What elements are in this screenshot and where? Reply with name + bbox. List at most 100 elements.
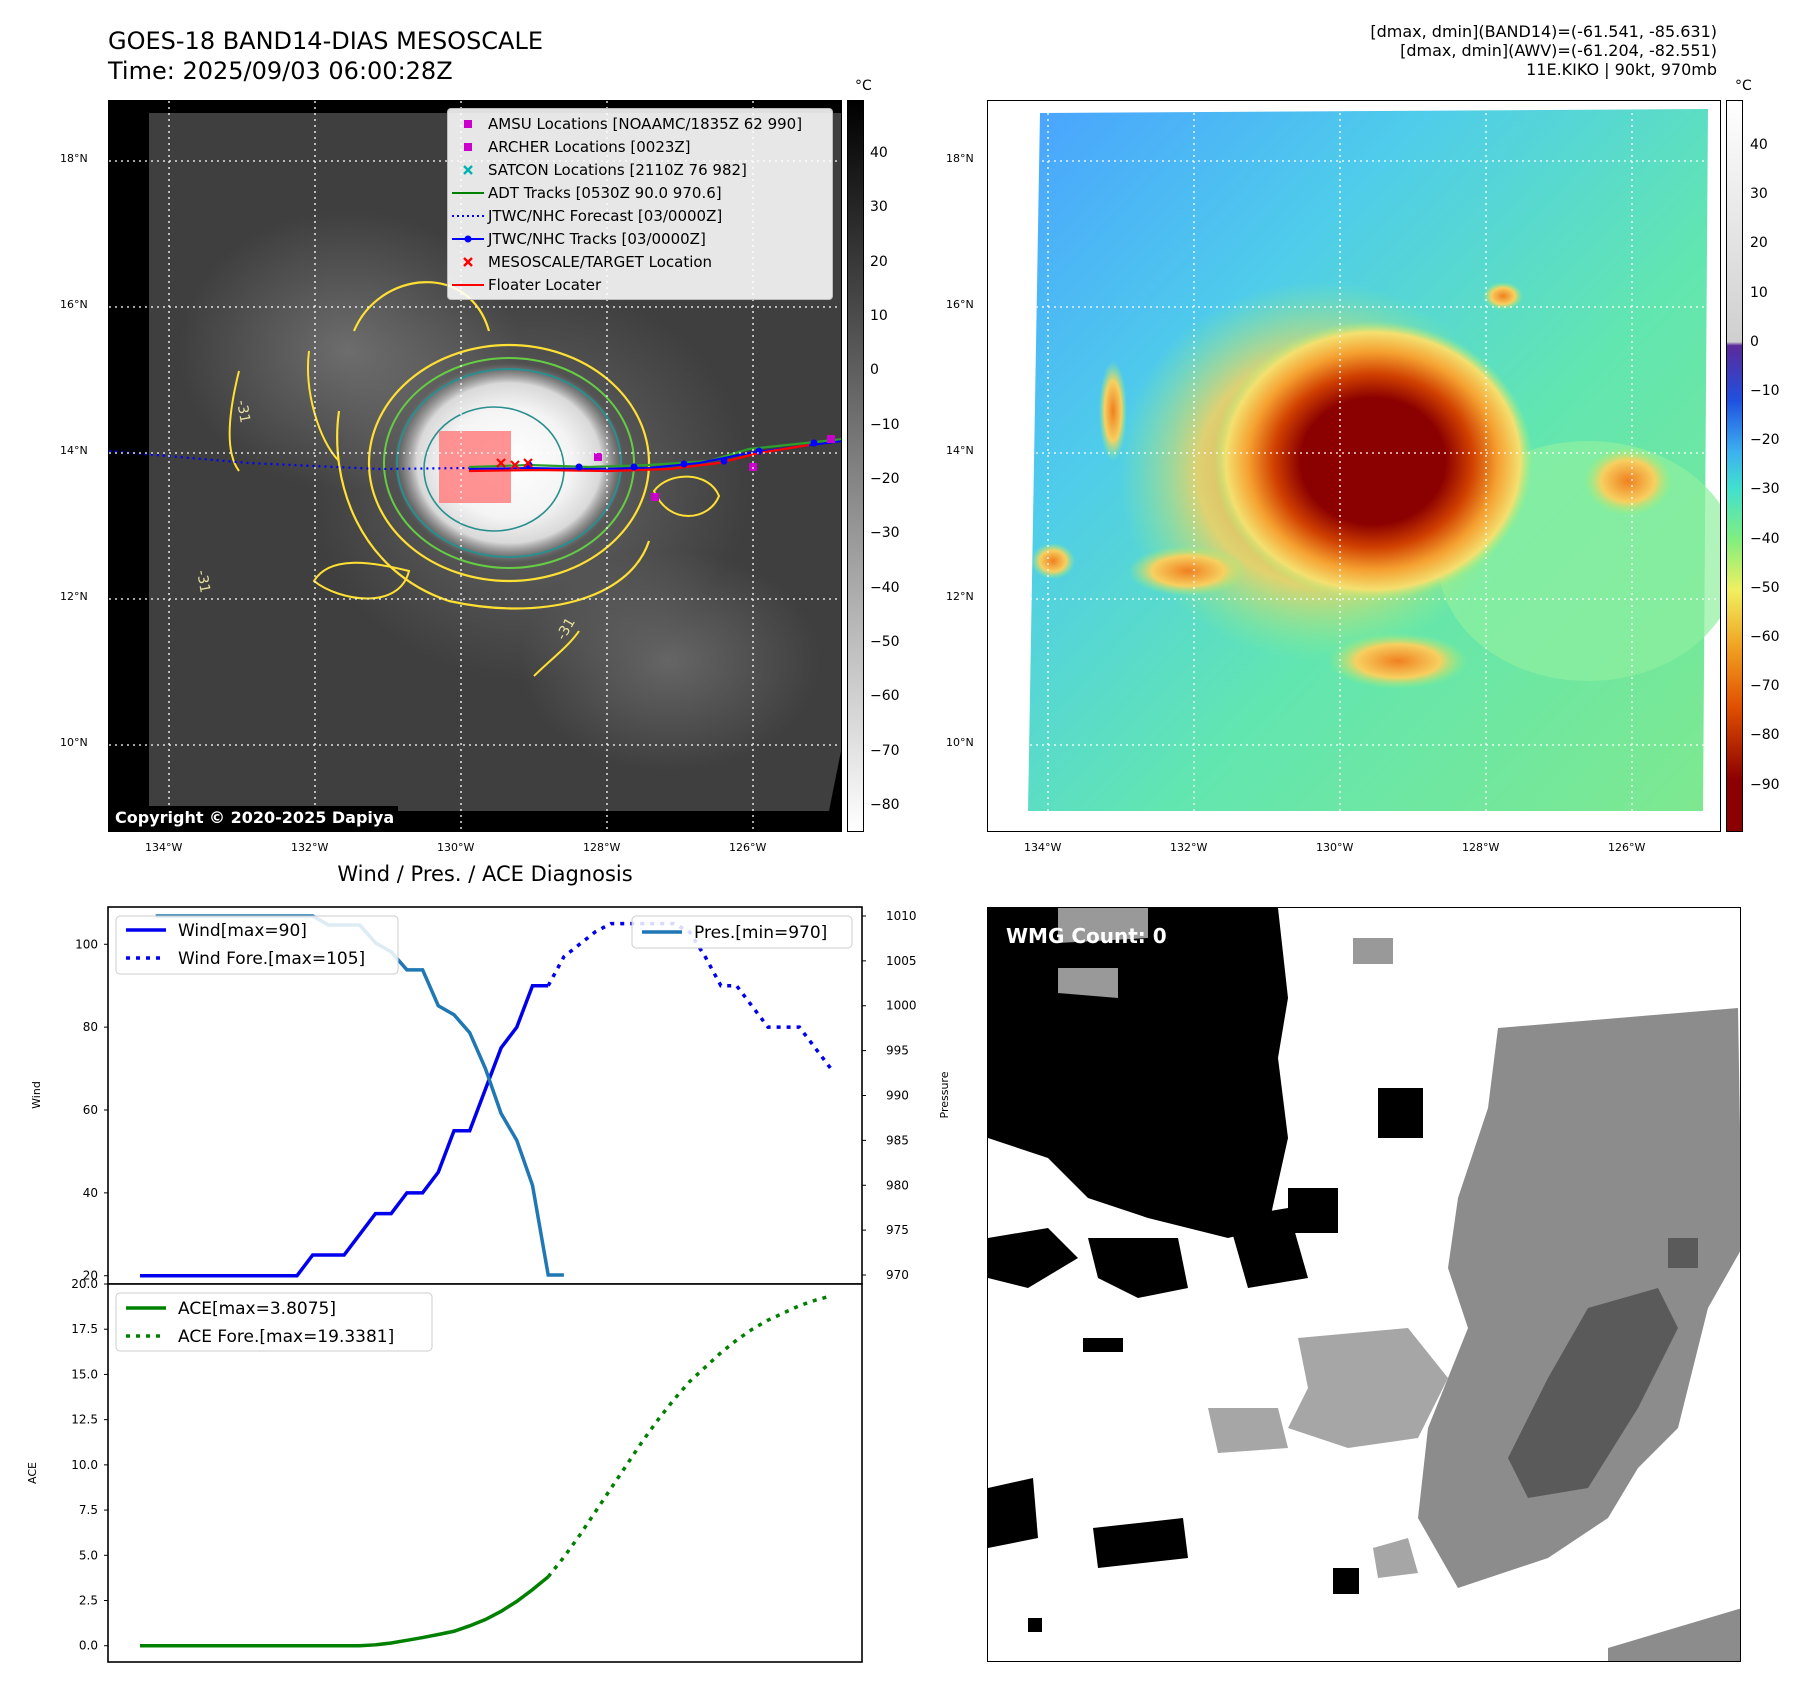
colorbar-tick: −50 [870,633,900,650]
wind-tick-label: 100 [75,937,98,951]
legend-label: JTWC/NHC Forecast [03/0000Z] [488,206,723,225]
awv-lat-label-16: 16°N [946,298,974,311]
colorbar-tick: −40 [1750,530,1780,547]
awv-lon-label-130: 130°W [1316,841,1354,854]
colorbar-tick: 10 [870,308,888,325]
right-colorbar [1726,100,1743,832]
awv-map-panel [987,100,1721,832]
ace-tick-label: 2.5 [79,1594,98,1608]
lon-label-132: 132°W [291,841,329,854]
figure-title-line1: GOES-18 BAND14-DIAS MESOSCALE [108,27,544,55]
colorbar-tick: 40 [870,145,888,162]
copyright-label: Copyright © 2020-2025 Dapiya [111,806,399,829]
legend-label: ADT Tracks [0530Z 90.0 970.6] [488,183,722,202]
awv-lon-label-128: 128°W [1462,841,1500,854]
lat-label-16: 16°N [60,298,88,311]
ace-legend-label: ACE[max=3.8075] [178,1299,336,1319]
ace-tick-label: 12.5 [71,1413,98,1427]
map-legend: AMSU Locations [NOAAMC/1835Z 62 990] ARCH… [447,108,833,300]
ace-tick-label: 10.0 [71,1458,98,1472]
ace-legend: ACE[max=3.8075] ACE Fore.[max=19.3381] [115,1292,433,1352]
ace-axis-label: ACE [26,1462,39,1484]
awv-lat-label-14: 14°N [946,444,974,457]
right-colorbar-unit: °C [1735,78,1752,94]
pressure-tick-label: 980 [886,1178,909,1192]
legend-item: Floater Locater [448,273,832,296]
ace-tick-label: 15.0 [71,1367,98,1381]
wmg-count-label: WMG Count: 0 [1006,924,1167,948]
info-awv: [dmax, dmin](AWV)=(-61.204, -82.551) [1400,41,1717,60]
colorbar-tick: −30 [1750,481,1780,498]
pressure-tick-label: 970 [886,1268,909,1282]
legend-item: AMSU Locations [NOAAMC/1835Z 62 990] [448,112,832,135]
colorbar-tick: 30 [1750,186,1768,203]
colorbar-tick: 0 [870,362,879,379]
contour-label-2: -31 [193,569,213,594]
colorbar-tick: −60 [870,688,900,705]
legend-label: MESOSCALE/TARGET Location [488,252,713,271]
diagnosis-title: Wind / Pres. / ACE Diagnosis [337,862,633,886]
lat-label-10: 10°N [60,736,88,749]
colorbar-tick: −80 [870,796,900,813]
legend-item: ARCHER Locations [0023Z] [448,135,832,158]
legend-symbol-icon [448,181,488,204]
lon-label-134: 134°W [145,841,183,854]
awv-grid [988,101,1720,831]
legend-label: ARCHER Locations [0023Z] [488,137,691,156]
lon-label-126: 126°W [729,841,767,854]
colorbar-tick: −10 [870,416,900,433]
legend-label: JTWC/NHC Tracks [03/0000Z] [488,229,706,248]
ace-tick-label: 5.0 [79,1548,98,1562]
colorbar-tick: −50 [1750,579,1780,596]
awv-storm-core [1213,321,1533,601]
colorbar-tick: −30 [870,525,900,542]
legend-symbol-icon [448,227,488,250]
colorbar-tick: 10 [1750,284,1768,301]
ace-tick-label: 7.5 [79,1503,98,1517]
diagnosis-charts: Wind Pressure ACE 20 40 60 80 100 970 975 980 9… [26,906,951,1663]
awv-lat-label-12: 12°N [946,590,974,603]
left-colorbar [847,100,864,832]
colorbar-tick: −70 [1750,678,1780,695]
pressure-tick-label: 1000 [886,999,917,1013]
legend-label: SATCON Locations [2110Z 76 982] [488,160,747,179]
ace-fore-legend-label: ACE Fore.[max=19.3381] [178,1327,394,1347]
ace-tick-label: 20.0 [71,1277,98,1291]
colorbar-tick: −90 [1750,776,1780,793]
info-band14: [dmax, dmin](BAND14)=(-61.541, -85.631) [1370,22,1717,41]
colorbar-tick: 20 [1750,235,1768,252]
pressure-tick-label: 975 [886,1223,909,1237]
pressure-legend-label: Pres.[min=970] [694,923,827,943]
wind-axis-label: Wind [30,1081,43,1109]
info-block: [dmax, dmin](BAND14)=(-61.541, -85.631) … [1370,22,1717,79]
colorbar-tick: −20 [1750,432,1780,449]
wind-series-line [140,983,549,1278]
pressure-tick-label: 985 [886,1133,909,1147]
wind-tick-label: 60 [83,1103,98,1117]
colorbar-tick: 40 [1750,137,1768,154]
ir-map-panel: -31 -31 -31 AMSU Locations [NOAAMC/1835 [108,100,842,832]
ace-forecast-line [546,1294,832,1578]
legend-item: SATCON Locations [2110Z 76 982] [448,158,832,181]
wind-fore-legend-label: Wind Fore.[max=105] [178,949,365,969]
ace-series-line [140,1575,550,1648]
pressure-tick-label: 1005 [886,954,917,968]
target-locations [496,458,533,470]
figure-title-line2: Time: 2025/09/03 06:00:28Z [108,57,453,85]
legend-item: MESOSCALE/TARGET Location [448,250,832,273]
legend-symbol-icon [448,135,488,158]
lat-label-12: 12°N [60,590,88,603]
wmg-panel: WMG Count: 0 [987,907,1741,1662]
colorbar-tick: −80 [1750,727,1780,744]
colorbar-tick: −40 [870,579,900,596]
colorbar-tick: −70 [870,742,900,759]
contour-label-1: -31 [233,399,253,424]
ace-tick-label: 17.5 [71,1322,98,1336]
colorbar-tick: 30 [870,199,888,216]
legend-item: ADT Tracks [0530Z 90.0 970.6] [448,181,832,204]
legend-label: Floater Locater [488,275,602,294]
ace-tick-label: 0.0 [79,1639,98,1653]
legend-item: JTWC/NHC Forecast [03/0000Z] [448,204,832,227]
lon-label-128: 128°W [583,841,621,854]
pressure-axis-label: Pressure [938,1071,951,1118]
